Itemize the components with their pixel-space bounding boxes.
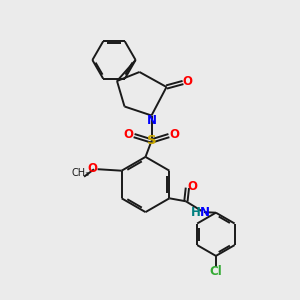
Text: N: N [200,206,210,219]
Text: N: N [147,114,157,128]
Text: CH₃: CH₃ [71,168,89,178]
Text: O: O [182,75,193,88]
Text: Cl: Cl [209,265,222,278]
Text: O: O [187,180,197,194]
Text: O: O [169,128,179,141]
Text: S: S [147,134,156,148]
Text: O: O [124,128,134,141]
Text: O: O [87,162,97,175]
Text: H: H [190,206,200,219]
